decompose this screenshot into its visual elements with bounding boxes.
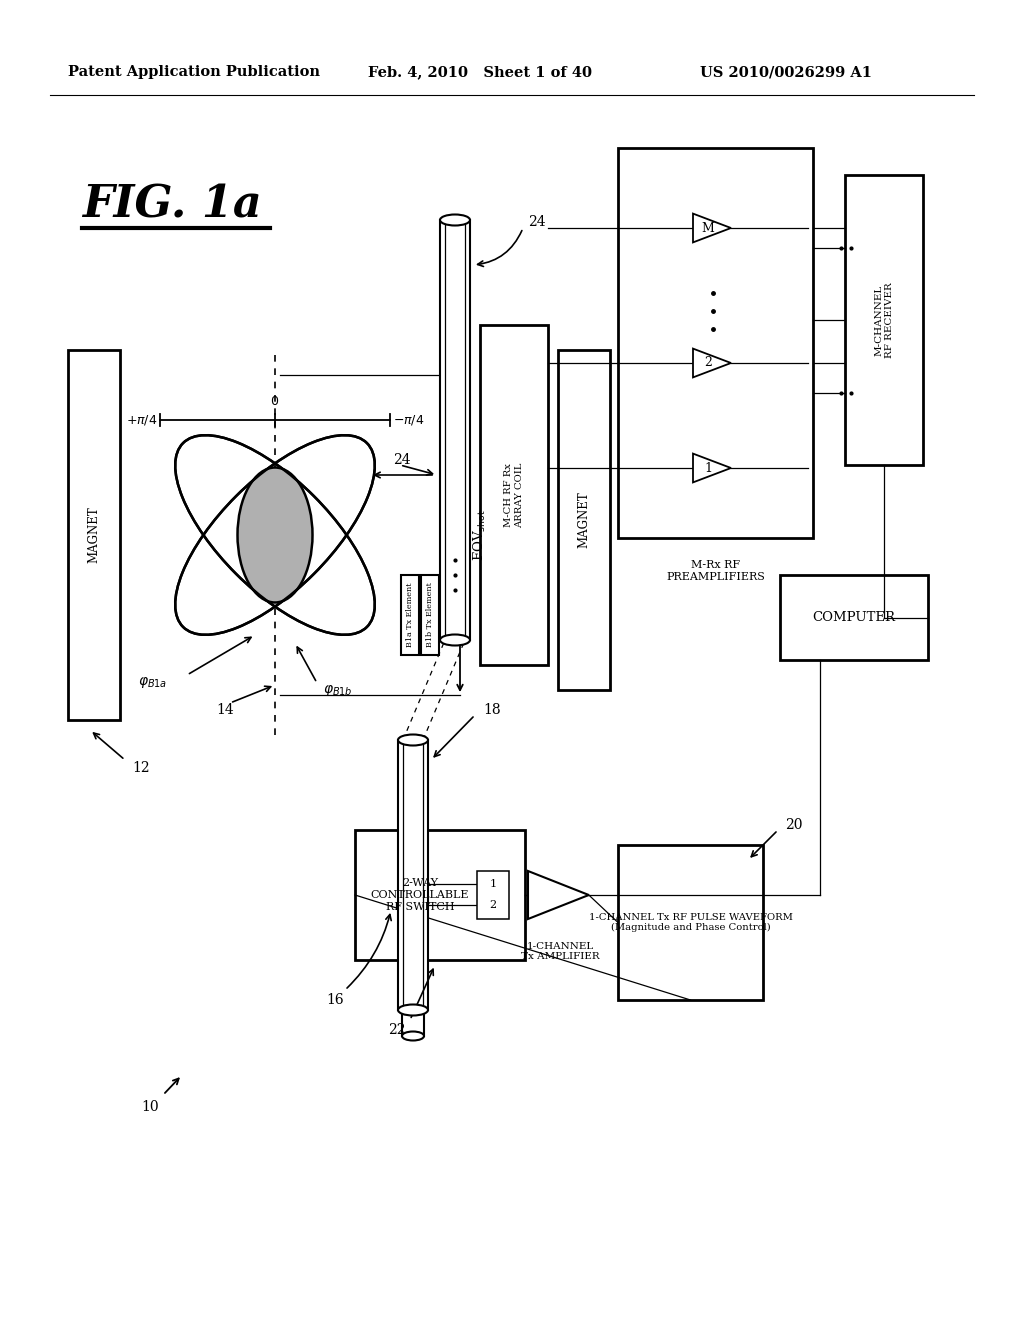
Ellipse shape [440, 214, 470, 226]
Bar [398, 741, 428, 1010]
Bar [480, 325, 548, 665]
Text: $-\pi/4$: $-\pi/4$ [393, 413, 424, 426]
Text: B1b Tx Element: B1b Tx Element [426, 582, 434, 647]
Bar [421, 576, 439, 655]
Bar [618, 845, 763, 1001]
Text: 22: 22 [388, 1023, 406, 1038]
Ellipse shape [402, 1031, 424, 1040]
Bar [401, 576, 419, 655]
Ellipse shape [238, 467, 312, 602]
Bar [68, 350, 120, 719]
Bar [477, 871, 509, 919]
Text: COMPUTER: COMPUTER [812, 611, 896, 624]
Bar [355, 830, 525, 960]
Text: 24: 24 [393, 453, 411, 467]
Text: 2: 2 [705, 356, 712, 370]
Text: 2-WAY
CONTROLLABLE
RF SWITCH: 2-WAY CONTROLLABLE RF SWITCH [371, 878, 469, 912]
Text: 1: 1 [489, 879, 497, 888]
Text: 12: 12 [132, 762, 150, 775]
Ellipse shape [398, 734, 428, 746]
Text: $+\pi/4$: $+\pi/4$ [126, 413, 157, 426]
Text: 14: 14 [216, 704, 233, 717]
Text: B1a Tx Element: B1a Tx Element [406, 582, 414, 647]
Polygon shape [693, 454, 731, 482]
Polygon shape [693, 348, 731, 378]
Text: M-Rx RF
PREAMPLIFIERS: M-Rx RF PREAMPLIFIERS [666, 560, 765, 582]
Bar [845, 176, 923, 465]
Text: MAGNET: MAGNET [87, 507, 100, 564]
Polygon shape [693, 214, 731, 243]
Text: $\varphi_{B1a}$: $\varphi_{B1a}$ [137, 676, 167, 690]
Text: Patent Application Publication: Patent Application Publication [68, 65, 319, 79]
Ellipse shape [398, 1005, 428, 1015]
Text: Feb. 4, 2010   Sheet 1 of 40: Feb. 4, 2010 Sheet 1 of 40 [368, 65, 592, 79]
Text: 1-CHANNEL Tx RF PULSE WAVEFORM
(Magnitude and Phase Control): 1-CHANNEL Tx RF PULSE WAVEFORM (Magnitud… [589, 912, 793, 932]
Bar [558, 350, 610, 690]
Text: 10: 10 [141, 1100, 159, 1114]
Text: M-CHANNEL
RF RECEIVER: M-CHANNEL RF RECEIVER [874, 282, 894, 358]
Text: 24: 24 [528, 215, 546, 228]
Text: $\varphi_{B1b}$: $\varphi_{B1b}$ [323, 682, 352, 697]
Text: FIG. 1a: FIG. 1a [82, 183, 262, 227]
Polygon shape [528, 871, 589, 919]
Text: MAGNET: MAGNET [578, 491, 591, 548]
Text: $0$: $0$ [270, 395, 280, 408]
Text: 2: 2 [489, 900, 497, 909]
Text: 1-CHANNEL
Tx AMPLIFIER: 1-CHANNEL Tx AMPLIFIER [520, 942, 599, 961]
Bar [440, 220, 470, 640]
Text: 20: 20 [785, 818, 803, 832]
Bar [618, 148, 813, 539]
Bar [780, 576, 928, 660]
Text: M: M [701, 222, 715, 235]
Ellipse shape [440, 635, 470, 645]
Text: 18: 18 [483, 704, 501, 717]
Bar [402, 1014, 424, 1036]
Text: 16: 16 [327, 993, 344, 1007]
Text: FOV$_{\rm shot}$: FOV$_{\rm shot}$ [472, 510, 488, 561]
Text: M-CH RF Rx
ARRAY COIL: M-CH RF Rx ARRAY COIL [504, 462, 523, 528]
Text: 1: 1 [705, 462, 712, 474]
Text: US 2010/0026299 A1: US 2010/0026299 A1 [700, 65, 872, 79]
